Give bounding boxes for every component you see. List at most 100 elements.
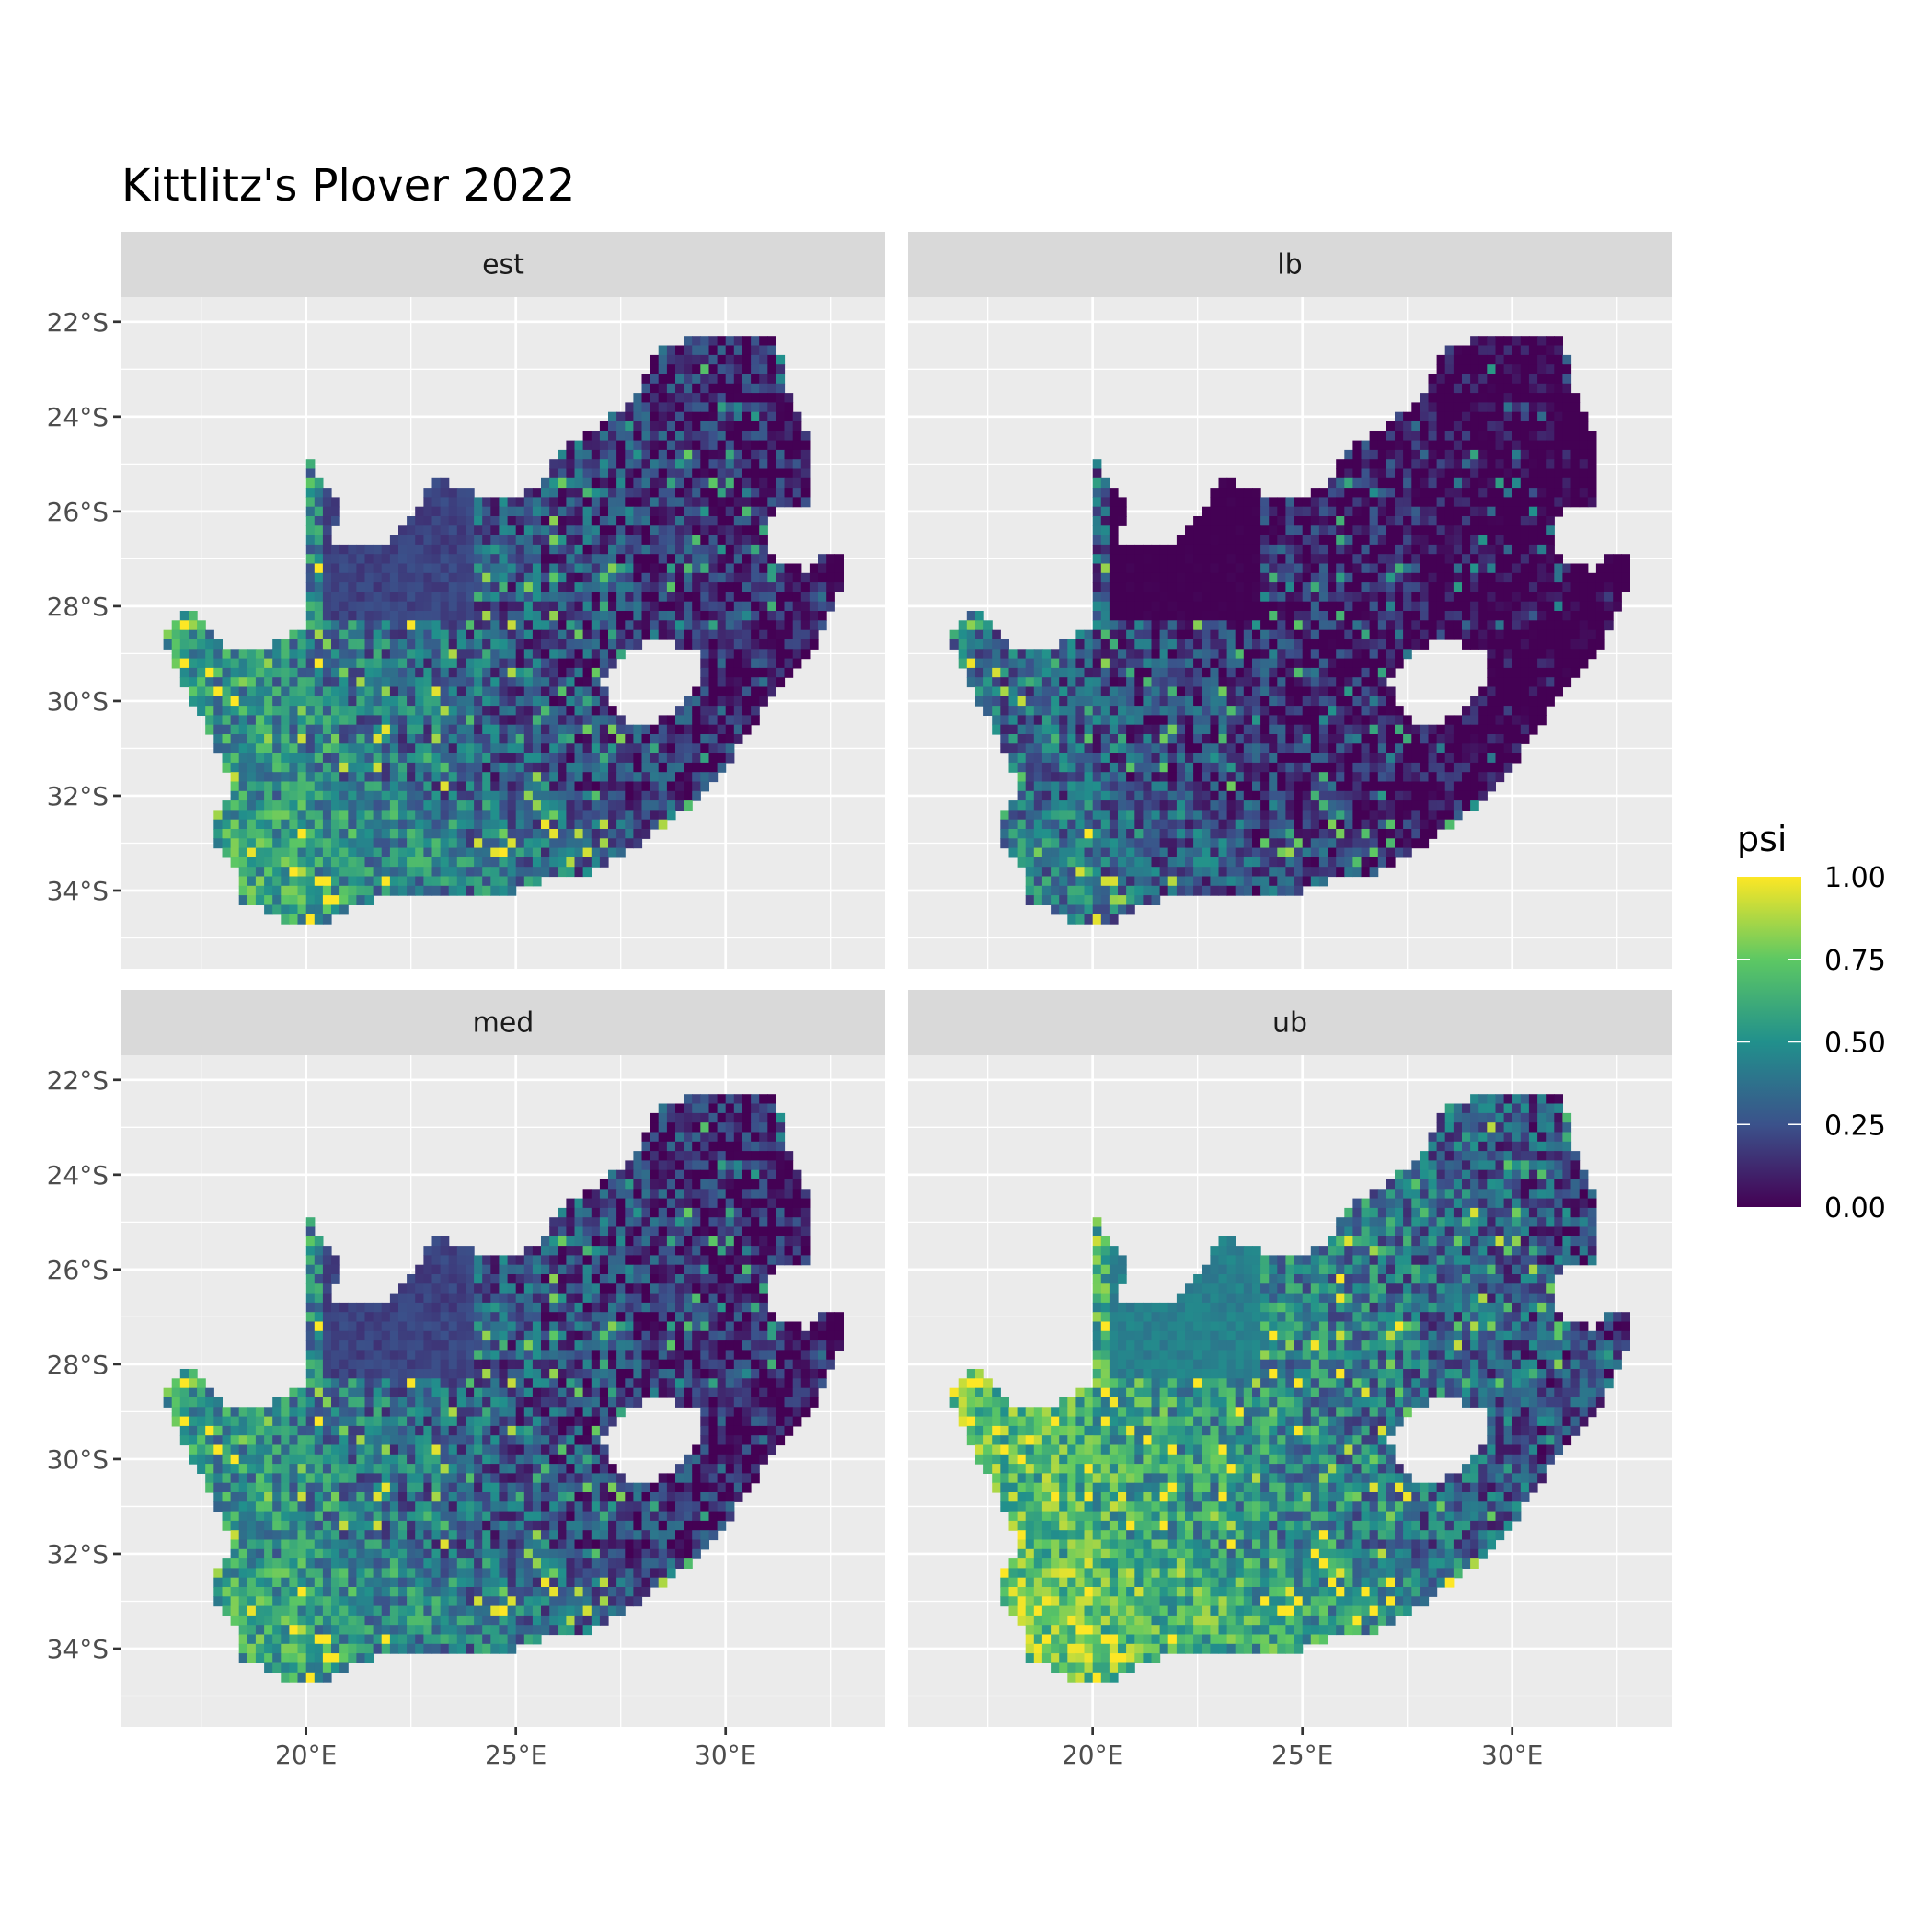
raster-cell (364, 592, 374, 603)
raster-cell (1361, 572, 1371, 583)
raster-cell (407, 715, 416, 726)
raster-cell (1100, 629, 1110, 640)
raster-cell (281, 857, 290, 868)
raster-cell (549, 724, 558, 735)
raster-cell (591, 696, 601, 707)
raster-cell (675, 477, 684, 489)
raster-cell (1100, 592, 1110, 603)
raster-cell (616, 639, 626, 650)
raster-cell (1570, 488, 1581, 498)
raster-cell (222, 743, 232, 754)
raster-cell (1528, 431, 1538, 442)
raster-cell (641, 554, 651, 565)
raster-cell (992, 686, 1001, 697)
raster-cell (1386, 658, 1396, 669)
raster-cell (255, 810, 265, 821)
raster-cell (1495, 696, 1505, 707)
raster-cell (658, 449, 668, 460)
raster-cell (1126, 658, 1135, 669)
raster-cell (1041, 753, 1052, 764)
raster-cell (1570, 620, 1581, 631)
raster-cell (759, 449, 768, 460)
raster-cell (692, 383, 701, 394)
raster-cell (1252, 572, 1261, 583)
raster-cell (1235, 582, 1245, 592)
raster-cell (1495, 449, 1505, 460)
raster-cell (692, 354, 701, 365)
raster-cell (1478, 411, 1488, 422)
raster-cell (1285, 639, 1295, 650)
raster-cell (1235, 506, 1245, 517)
raster-cell (1462, 468, 1471, 479)
raster-cell (532, 658, 542, 669)
raster-cell (272, 639, 282, 650)
raster-cell (515, 563, 525, 574)
raster-cell (482, 667, 491, 678)
raster-cell (356, 544, 366, 555)
raster-cell (264, 743, 273, 754)
raster-cell (742, 715, 752, 726)
raster-cell (423, 876, 433, 887)
raster-cell (297, 677, 307, 688)
raster-cell (1520, 696, 1530, 707)
raster-cell (574, 459, 584, 470)
raster-cell (1118, 592, 1127, 603)
raster-cell (725, 611, 735, 621)
raster-cell (474, 506, 483, 517)
raster-cell (776, 488, 786, 498)
raster-cell (532, 582, 542, 592)
raster-cell (700, 535, 709, 546)
raster-cell (381, 800, 391, 811)
raster-cell (314, 847, 324, 858)
raster-cell (675, 411, 684, 422)
raster-cell (1109, 658, 1119, 669)
raster-cell (1520, 477, 1530, 489)
raster-cell (1428, 477, 1438, 489)
raster-cell (331, 544, 340, 555)
raster-cell (1310, 629, 1320, 640)
raster-cell (1528, 354, 1538, 365)
raster-cell (398, 592, 408, 603)
raster-cell (1369, 677, 1379, 688)
raster-cell (717, 724, 727, 735)
raster-cell (322, 497, 332, 508)
raster-cell (549, 611, 558, 621)
raster-cell (247, 829, 257, 839)
raster-cell (1587, 611, 1597, 621)
raster-cell (448, 686, 458, 697)
raster-cell (1369, 649, 1379, 660)
raster-cell (608, 743, 617, 754)
raster-cell (1226, 535, 1236, 546)
raster-cell (1520, 706, 1530, 716)
raster-cell (616, 829, 626, 839)
raster-cell (1352, 477, 1363, 489)
raster-cell (339, 592, 349, 603)
raster-cell (1377, 611, 1387, 621)
raster-cell (1386, 639, 1396, 650)
raster-cell (1176, 715, 1186, 726)
raster-cell (431, 706, 442, 716)
raster-cell (1134, 715, 1144, 726)
raster-cell (456, 847, 466, 858)
raster-cell (992, 715, 1001, 726)
raster-cell (558, 516, 567, 526)
raster-cell (466, 706, 475, 716)
raster-cell (958, 658, 968, 669)
raster-cell (1503, 468, 1513, 479)
raster-cell (1243, 544, 1253, 555)
raster-cell (1462, 393, 1471, 403)
raster-cell (1243, 592, 1253, 603)
raster-cell (1453, 734, 1463, 744)
raster-cell (1487, 393, 1496, 403)
raster-cell (1369, 753, 1379, 764)
raster-cell (633, 753, 643, 764)
raster-cell (523, 706, 534, 716)
raster-cell (1226, 525, 1236, 536)
raster-cell (482, 772, 491, 783)
raster-cell (272, 743, 282, 754)
raster-cell (1226, 715, 1236, 726)
raster-cell (784, 649, 794, 660)
raster-cell (1554, 572, 1563, 583)
raster-cell (297, 895, 307, 905)
raster-cell (1051, 696, 1060, 707)
